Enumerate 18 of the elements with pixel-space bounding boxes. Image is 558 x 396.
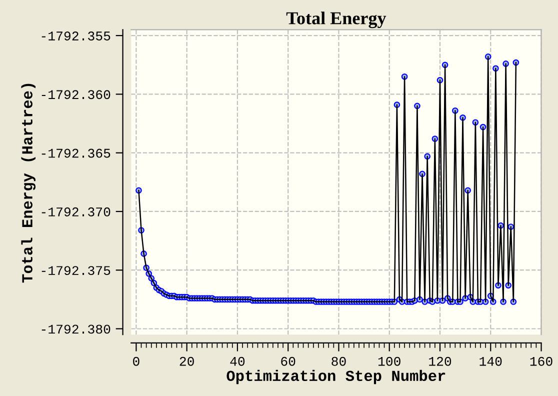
x-tick-label: 120 <box>429 356 452 366</box>
x-tick-label: 140 <box>480 356 502 366</box>
x-tick-label: 0 <box>133 356 140 366</box>
y-tick-label: -1792.380 <box>42 324 110 334</box>
y-tick-label: -1792.355 <box>42 32 110 40</box>
y-tick-label: -1792.360 <box>42 90 110 100</box>
y-axis-title: Total Energy (Hartree) <box>21 84 36 283</box>
x-tick-label: 100 <box>378 356 400 366</box>
chart-title: Total Energy <box>286 12 386 28</box>
x-tick-label: 40 <box>230 356 245 366</box>
y-tick-label: -1792.375 <box>42 266 110 276</box>
x-tick-label: 160 <box>530 356 552 366</box>
y-tick-label: -1792.365 <box>42 148 110 158</box>
x-tick-label: 80 <box>332 356 346 366</box>
x-tick-label: 60 <box>281 356 296 366</box>
x-axis-title: Optimization Step Number <box>226 370 446 384</box>
x-tick-label: 20 <box>180 356 194 366</box>
y-tick-label: -1792.370 <box>42 207 110 216</box>
